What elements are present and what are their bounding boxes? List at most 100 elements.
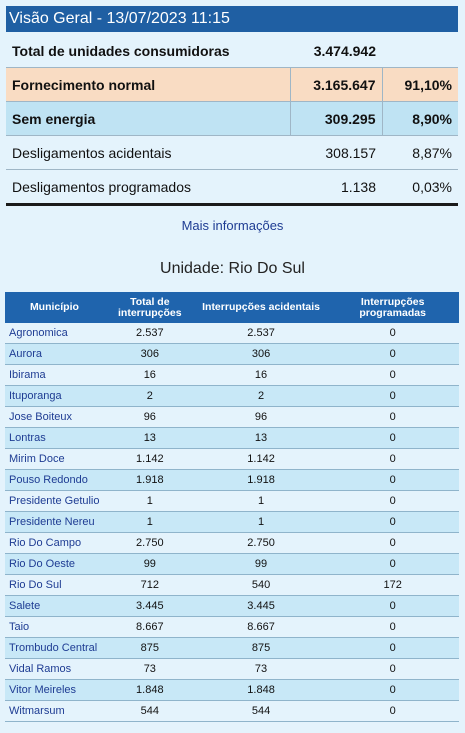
acidentais-cell: 1.848 xyxy=(195,679,327,701)
municipio-link[interactable]: Trombudo Central xyxy=(5,637,104,659)
municipio-link[interactable]: Aurora xyxy=(5,343,104,365)
total-cell: 2.750 xyxy=(103,532,196,554)
municipio-link[interactable]: Witmarsum xyxy=(5,700,104,722)
mais-informacoes-link[interactable]: Mais informações xyxy=(181,218,284,233)
municipio-link[interactable]: Mirim Doce xyxy=(5,448,104,470)
total-cell: 875 xyxy=(103,637,196,659)
table-row: Trombudo Central 875 875 0 xyxy=(5,637,459,659)
summary-normal-value: 3.165.647 xyxy=(289,67,382,102)
acidentais-cell: 2.537 xyxy=(195,323,327,344)
programadas-cell: 0 xyxy=(326,511,459,533)
programadas-cell: 0 xyxy=(326,364,459,386)
summary-acidentais-label: Desligamentos acidentais xyxy=(6,135,290,170)
table-row: Vidal Ramos 73 73 0 xyxy=(5,658,459,680)
acidentais-cell: 306 xyxy=(195,343,327,365)
table-header-row: Município Total de interrupções Interrup… xyxy=(5,292,459,323)
table-row: Presidente Nereu 1 1 0 xyxy=(5,511,459,533)
total-cell: 306 xyxy=(103,343,196,365)
table-row: Agronomica 2.537 2.537 0 xyxy=(5,323,459,344)
table-row: Salete 3.445 3.445 0 xyxy=(5,595,459,617)
col-header-acidentais: Interrupções acidentais xyxy=(195,292,327,323)
total-cell: 1.142 xyxy=(103,448,196,470)
table-row: Vitor Meireles 1.848 1.848 0 xyxy=(5,679,459,701)
acidentais-cell: 875 xyxy=(195,637,327,659)
programadas-cell: 0 xyxy=(326,448,459,470)
municipio-link[interactable]: Ituporanga xyxy=(5,385,104,407)
acidentais-cell: 8.667 xyxy=(195,616,327,638)
total-cell: 2.537 xyxy=(103,323,196,344)
col-header-municipio: Município xyxy=(5,292,104,323)
summary-acidentais-pct: 8,87% xyxy=(382,135,458,170)
programadas-cell: 0 xyxy=(326,406,459,428)
municipio-link[interactable]: Agronomica xyxy=(5,323,104,344)
programadas-cell: 0 xyxy=(326,679,459,701)
unit-title: Unidade: Rio Do Sul xyxy=(160,260,305,277)
programadas-cell: 0 xyxy=(326,427,459,449)
summary-normal-pct: 91,10% xyxy=(381,67,458,102)
municipio-link[interactable]: Presidente Getulio xyxy=(5,490,104,512)
municipio-link[interactable]: Rio Do Campo xyxy=(5,532,104,554)
municipio-link[interactable]: Pouso Redondo xyxy=(5,469,104,491)
programadas-cell: 0 xyxy=(326,658,459,680)
programadas-cell: 0 xyxy=(326,343,459,365)
municipio-link[interactable]: Presidente Nereu xyxy=(5,511,104,533)
acidentais-cell: 73 xyxy=(195,658,327,680)
table-row: Rio Do Campo 2.750 2.750 0 xyxy=(5,532,459,554)
municipio-link[interactable]: Rio Do Sul xyxy=(5,574,104,596)
acidentais-cell: 1.142 xyxy=(195,448,327,470)
municipio-link[interactable]: Vidal Ramos xyxy=(5,658,104,680)
acidentais-cell: 96 xyxy=(195,406,327,428)
table-row: Witmarsum 544 544 0 xyxy=(5,700,459,722)
total-cell: 1.918 xyxy=(103,469,196,491)
municipio-link[interactable]: Vitor Meireles xyxy=(5,679,104,701)
summary-table: Total de unidades consumidoras 3.474.942… xyxy=(6,34,458,206)
municipios-table: Município Total de interrupções Interrup… xyxy=(5,292,459,722)
municipio-link[interactable]: Salete xyxy=(5,595,104,617)
municipio-link[interactable]: Taio xyxy=(5,616,104,638)
col-header-total: Total de interrupções xyxy=(103,292,196,323)
municipio-link[interactable]: Rio Do Oeste xyxy=(5,553,104,575)
total-cell: 99 xyxy=(103,553,196,575)
acidentais-cell: 16 xyxy=(195,364,327,386)
summary-programados-value: 1.138 xyxy=(290,169,382,206)
municipio-link[interactable]: Jose Boiteux xyxy=(5,406,104,428)
total-cell: 2 xyxy=(103,385,196,407)
total-cell: 1 xyxy=(103,490,196,512)
programadas-cell: 0 xyxy=(326,469,459,491)
total-cell: 1.848 xyxy=(103,679,196,701)
table-row: Rio Do Sul 712 540 172 xyxy=(5,574,459,596)
table-row: Lontras 13 13 0 xyxy=(5,427,459,449)
summary-acidentais-value: 308.157 xyxy=(290,135,382,170)
table-row: Mirim Doce 1.142 1.142 0 xyxy=(5,448,459,470)
municipio-link[interactable]: Lontras xyxy=(5,427,104,449)
acidentais-cell: 540 xyxy=(195,574,327,596)
acidentais-cell: 99 xyxy=(195,553,327,575)
programadas-cell: 0 xyxy=(326,385,459,407)
summary-sem-energia-pct: 8,90% xyxy=(381,101,458,136)
table-row: Ituporanga 2 2 0 xyxy=(5,385,459,407)
total-cell: 8.667 xyxy=(103,616,196,638)
table-row: Rio Do Oeste 99 99 0 xyxy=(5,553,459,575)
programadas-cell: 0 xyxy=(326,595,459,617)
summary-row-total: Total de unidades consumidoras 3.474.942 xyxy=(6,34,458,68)
total-cell: 16 xyxy=(103,364,196,386)
summary-row-sem-energia: Sem energia 309.295 8,90% xyxy=(6,101,458,136)
municipio-link[interactable]: Ibirama xyxy=(5,364,104,386)
total-cell: 13 xyxy=(103,427,196,449)
acidentais-cell: 1 xyxy=(195,511,327,533)
table-row: Aurora 306 306 0 xyxy=(5,343,459,365)
programadas-cell: 0 xyxy=(326,637,459,659)
programadas-cell: 0 xyxy=(326,323,459,344)
acidentais-cell: 1.918 xyxy=(195,469,327,491)
table-body: Agronomica 2.537 2.537 0 Aurora 306 306 0 Ibiram… xyxy=(5,323,459,722)
table-row: Jose Boiteux 96 96 0 xyxy=(5,406,459,428)
summary-sem-energia-value: 309.295 xyxy=(289,101,382,136)
summary-programados-pct: 0,03% xyxy=(382,169,458,206)
summary-total-value: 3.474.942 xyxy=(290,34,382,68)
summary-total-pct-empty xyxy=(382,34,458,68)
table-row: Ibirama 16 16 0 xyxy=(5,364,459,386)
page-header: Visão Geral - 13/07/2023 11:15 xyxy=(6,6,458,32)
summary-row-acidentais: Desligamentos acidentais 308.157 8,87% xyxy=(6,135,458,170)
programadas-cell: 0 xyxy=(326,616,459,638)
summary-normal-label: Fornecimento normal xyxy=(6,67,290,102)
